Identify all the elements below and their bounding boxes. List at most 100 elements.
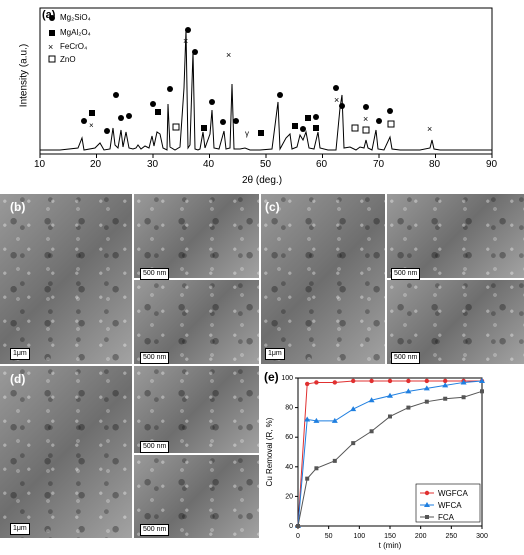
data-point	[304, 416, 311, 422]
y-axis-label: Cu Removal (R, %)	[265, 417, 274, 486]
data-point	[350, 406, 357, 412]
scale-bar: 500 nm	[391, 268, 421, 280]
xrd-legend: ×	[48, 15, 56, 63]
data-point	[406, 405, 411, 410]
data-point	[461, 395, 466, 400]
y-tick-label: 0	[289, 523, 293, 530]
x-tick-label: 0	[296, 533, 300, 540]
panel-a-label: (a)	[42, 9, 56, 21]
panel-c-label: (c)	[265, 200, 280, 214]
xrd-xtick: 90	[486, 159, 498, 170]
data-point	[443, 378, 448, 384]
xrd-xtick: 70	[373, 159, 385, 170]
data-point	[313, 417, 320, 423]
x-tick-label: 200	[415, 533, 427, 540]
sem-d-zoom-top	[134, 366, 259, 453]
legend-label: WFCA	[438, 501, 462, 510]
y-tick-label: 80	[285, 405, 293, 412]
sem-c-main	[261, 194, 385, 364]
data-point	[423, 385, 430, 391]
y-tick-label: 100	[281, 375, 293, 382]
legend-mg2sio4: Mg₂SiO₄	[60, 13, 91, 22]
scale-bar: 1μm	[265, 348, 285, 360]
data-point	[424, 399, 429, 404]
svg-text:×: ×	[48, 42, 53, 52]
data-point	[388, 414, 392, 419]
panel-d-label: (d)	[10, 372, 26, 386]
x-tick-label: 100	[353, 533, 365, 540]
data-point	[460, 379, 467, 385]
svg-text:×: ×	[89, 121, 94, 130]
data-point	[305, 476, 310, 481]
legend-marker	[425, 515, 429, 519]
data-point	[332, 458, 337, 463]
svg-text:×: ×	[226, 50, 231, 60]
data-point	[406, 378, 411, 384]
svg-text:×: ×	[334, 95, 339, 105]
xrd-xtick: 40	[203, 159, 215, 170]
legend-label: FCA	[438, 513, 455, 522]
scale-bar: 500 nm	[140, 268, 170, 280]
sem-c-zoom-top	[387, 194, 524, 278]
xrd-xtick: 50	[260, 159, 272, 170]
xrd-xlabel: 2θ (deg.)	[242, 175, 283, 186]
data-point	[332, 380, 337, 385]
data-point	[480, 389, 484, 394]
svg-text:×: ×	[183, 36, 188, 46]
x-tick-label: 150	[384, 533, 396, 540]
data-point	[314, 466, 319, 471]
legend-marker	[424, 502, 430, 507]
data-point	[479, 377, 485, 383]
scale-bar: 1μm	[10, 523, 30, 535]
scale-bar: 1μm	[10, 348, 30, 360]
sem-c-zoom-bottom	[387, 280, 524, 364]
y-tick-label: 40	[285, 464, 293, 471]
scale-bar: 500 nm	[140, 352, 170, 364]
data-point	[424, 378, 429, 384]
sem-d-main	[0, 366, 132, 538]
data-point	[369, 378, 374, 384]
data-point	[387, 392, 393, 398]
sem-b-zoom-bottom	[134, 280, 259, 364]
svg-text:×: ×	[427, 124, 432, 134]
scale-bar: 500 nm	[140, 441, 170, 453]
xrd-xtick: 20	[90, 159, 102, 170]
svg-text:γ: γ	[245, 129, 249, 138]
data-point	[351, 378, 356, 384]
data-point	[443, 396, 448, 401]
panel-e-label: (e)	[264, 370, 279, 384]
legend-fecro4: FeCrO₄	[60, 42, 88, 51]
legend-mgal2o4: MgAl₂O₄	[60, 28, 91, 37]
data-point	[296, 524, 300, 528]
xrd-xtick: 60	[316, 159, 328, 170]
data-point	[387, 378, 393, 384]
legend-zno: ZnO	[60, 55, 76, 64]
xrd-ylabel: Intensity (a.u.)	[18, 43, 30, 108]
data-point	[314, 380, 319, 385]
panel-e-chart: 0 50 100 150 200 250 300 0 20 40 60 80 100 t (min) Cu …	[260, 366, 524, 550]
data-point	[405, 388, 412, 394]
xrd-xtick: 10	[34, 159, 46, 170]
data-point	[305, 381, 310, 387]
data-point	[351, 441, 356, 446]
data-point	[368, 397, 375, 403]
data-point	[369, 429, 374, 434]
legend-marker	[424, 490, 430, 496]
panel-a-xrd: × × × γ	[0, 0, 524, 192]
xrd-plot: × × × γ	[39, 7, 493, 158]
y-tick-label: 20	[285, 493, 293, 500]
scale-bar: 500 nm	[391, 352, 421, 364]
sem-b-main	[0, 194, 132, 364]
xrd-xtick: 30	[147, 159, 159, 170]
x-tick-label: 50	[325, 533, 333, 540]
sem-b-zoom-top	[134, 194, 259, 278]
panel-b-label: (b)	[10, 200, 26, 214]
removal-chart: 0 50 100 150 200 250 300 0 20 40 60 80 100 t (min) Cu …	[265, 375, 488, 550]
legend-label: WGFCA	[438, 489, 468, 498]
y-tick-label: 60	[285, 434, 293, 441]
svg-text:×: ×	[363, 114, 368, 124]
data-point	[331, 417, 338, 423]
x-tick-label: 300	[476, 533, 488, 540]
data-point	[442, 382, 449, 388]
